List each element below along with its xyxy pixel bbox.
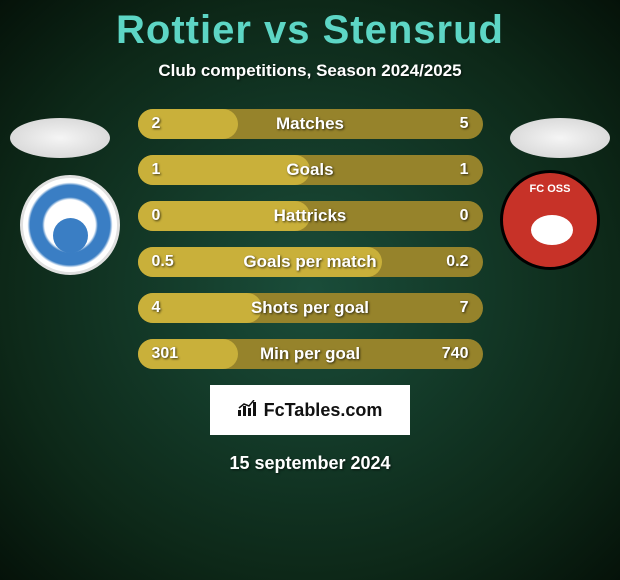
comparison-date: 15 september 2024 [0, 453, 620, 474]
stat-right-value: 0.2 [446, 253, 468, 271]
stat-row: 0 Hattricks 0 [138, 201, 483, 231]
stat-right-value: 740 [442, 345, 469, 363]
stat-label: Matches [138, 114, 483, 134]
player-avatar-right [510, 118, 610, 158]
comparison-subtitle: Club competitions, Season 2024/2025 [0, 61, 620, 81]
stat-right-value: 5 [460, 115, 469, 133]
club-logo-right-text: FC OSS [503, 183, 597, 195]
club-logo-left-inner [53, 218, 88, 253]
stat-row: 4 Shots per goal 7 [138, 293, 483, 323]
brand-text: FcTables.com [264, 400, 383, 421]
stat-row: 1 Goals 1 [138, 155, 483, 185]
club-logo-left [20, 175, 120, 275]
player-avatar-left [10, 118, 110, 158]
stat-right-value: 7 [460, 299, 469, 317]
stat-label: Shots per goal [138, 298, 483, 318]
chart-icon [238, 400, 258, 421]
stat-row: 2 Matches 5 [138, 109, 483, 139]
club-logo-right-inner [531, 215, 573, 245]
stat-right-value: 0 [460, 207, 469, 225]
stat-label: Min per goal [138, 344, 483, 364]
stat-label: Goals per match [138, 252, 483, 272]
comparison-title: Rottier vs Stensrud [0, 0, 620, 53]
stat-label: Hattricks [138, 206, 483, 226]
brand-badge[interactable]: FcTables.com [210, 385, 410, 435]
club-logo-right: FC OSS [500, 170, 600, 270]
stat-right-value: 1 [460, 161, 469, 179]
stat-row: 301 Min per goal 740 [138, 339, 483, 369]
stat-label: Goals [138, 160, 483, 180]
stats-container: 2 Matches 5 1 Goals 1 0 Hattricks 0 0.5 … [138, 109, 483, 369]
stat-row: 0.5 Goals per match 0.2 [138, 247, 483, 277]
